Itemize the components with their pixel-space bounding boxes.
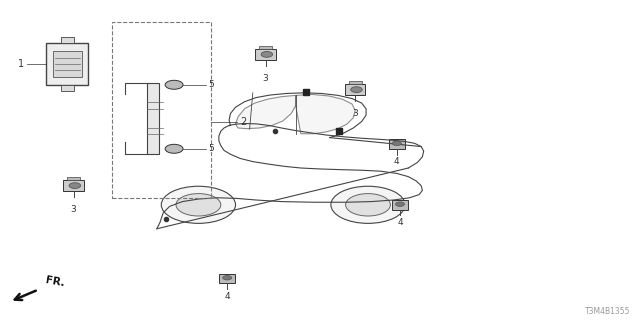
Circle shape [346,194,390,216]
Circle shape [261,52,273,57]
Text: 4: 4 [397,218,403,227]
Bar [259,46,272,49]
Circle shape [396,202,404,206]
FancyBboxPatch shape [219,274,236,283]
Polygon shape [236,95,296,129]
Bar [61,37,74,43]
Text: T3M4B1355: T3M4B1355 [585,307,630,316]
Text: 3: 3 [71,205,76,214]
Text: 4: 4 [394,157,399,166]
Text: 4: 4 [225,292,230,300]
Bar [52,51,82,77]
FancyBboxPatch shape [46,43,88,85]
FancyBboxPatch shape [392,200,408,210]
Bar [147,83,159,154]
FancyBboxPatch shape [389,139,405,149]
Circle shape [69,183,81,188]
Text: FR.: FR. [45,275,66,288]
Circle shape [161,186,236,223]
FancyBboxPatch shape [63,180,84,191]
Bar [61,85,74,91]
Circle shape [223,276,232,280]
Circle shape [165,80,183,89]
Bar [67,177,80,180]
Text: 5: 5 [208,80,214,89]
Circle shape [165,144,183,153]
Circle shape [331,186,405,223]
Text: 3: 3 [353,109,358,118]
Circle shape [351,87,362,92]
Circle shape [176,194,221,216]
FancyBboxPatch shape [345,84,365,95]
FancyBboxPatch shape [255,49,276,60]
Polygon shape [296,94,355,134]
Bar [349,81,362,84]
Bar [112,22,211,198]
Text: 2: 2 [240,116,246,127]
Circle shape [392,141,401,146]
Text: 5: 5 [208,144,214,153]
Text: 1: 1 [18,59,24,69]
Text: 3: 3 [263,74,268,83]
